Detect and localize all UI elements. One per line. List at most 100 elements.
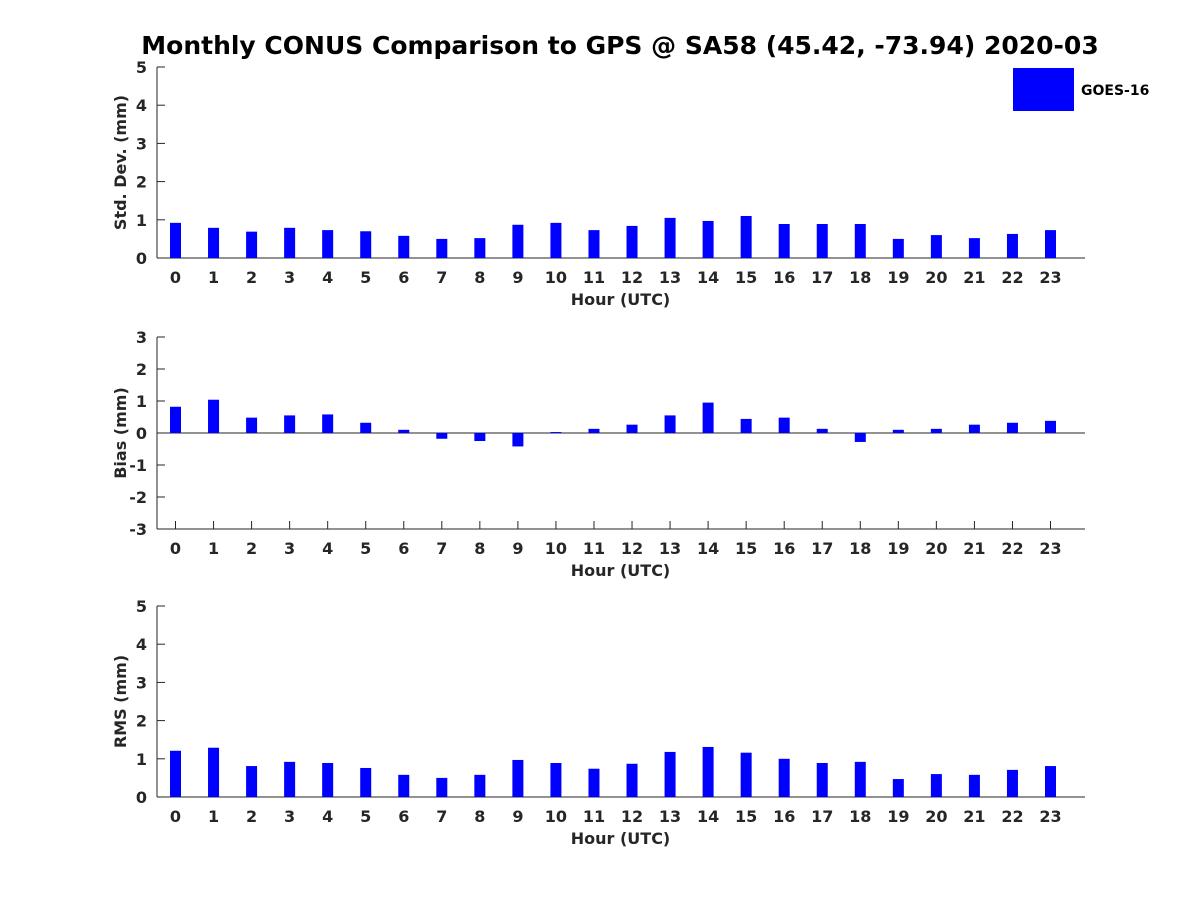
stddev-x-tick-label: 15 — [735, 268, 757, 287]
bias-x-tick-label: 22 — [1001, 539, 1023, 558]
rms-x-tick-label: 8 — [474, 807, 485, 826]
stddev-x-tick-label: 13 — [659, 268, 681, 287]
rms-x-tick-label: 22 — [1001, 807, 1023, 826]
rms-bar — [322, 763, 334, 797]
bias-x-tick-label: 15 — [735, 539, 757, 558]
rms-x-tick-label: 5 — [360, 807, 371, 826]
stddev-bar — [1045, 230, 1056, 258]
rms-x-tick-label: 19 — [887, 807, 909, 826]
bias-x-tick-label: 14 — [697, 539, 719, 558]
stddev-x-tick-label: 17 — [811, 268, 833, 287]
stddev-bar — [702, 220, 714, 258]
bias-bar — [550, 432, 562, 433]
stddev-bar — [740, 215, 752, 258]
stddev-bar — [246, 231, 258, 258]
legend: GOES-16 — [1013, 68, 1149, 111]
stddev-x-tick-label: 2 — [246, 268, 257, 287]
bias-x-tick-label: 4 — [322, 539, 333, 558]
bias-x-tick-label: 3 — [284, 539, 295, 558]
rms-x-tick-label: 17 — [811, 807, 833, 826]
bias-bar — [284, 415, 296, 433]
stddev-bar — [930, 235, 942, 258]
rms-x-tick-label: 12 — [621, 807, 643, 826]
legend-label: GOES-16 — [1081, 83, 1149, 99]
bias-x-tick-label: 10 — [545, 539, 567, 558]
bias-bar — [930, 428, 942, 433]
rms-x-tick-label: 10 — [545, 807, 567, 826]
bias-bar — [360, 422, 372, 433]
stddev-bar — [854, 224, 866, 258]
stddev-bar — [778, 224, 790, 258]
bias-x-tick-label: 23 — [1039, 539, 1061, 558]
stddev-y-tick-label: 1 — [136, 211, 147, 230]
stddev-x-tick-label: 5 — [360, 268, 371, 287]
rms-x-tick-label: 11 — [583, 807, 605, 826]
stddev-bar — [322, 230, 334, 258]
rms-x-tick-label: 1 — [208, 807, 219, 826]
bias-x-axis-label: Hour (UTC) — [571, 561, 671, 580]
stddev-x-tick-label: 12 — [621, 268, 643, 287]
bias-bar — [816, 428, 828, 433]
bias-bar — [702, 402, 714, 433]
stddev-bar — [398, 235, 410, 258]
rms-x-tick-label: 2 — [246, 807, 257, 826]
rms-x-tick-label: 13 — [659, 807, 681, 826]
bias-bar — [474, 433, 486, 441]
stddev-bar — [208, 227, 220, 258]
rms-bar — [626, 763, 638, 797]
rms-y-tick-label: 1 — [136, 750, 147, 769]
bias-bar — [512, 433, 524, 447]
stddev-x-tick-label: 19 — [887, 268, 909, 287]
rms-bar — [740, 752, 752, 797]
rms-bar — [1045, 766, 1056, 797]
rms-bar — [550, 763, 562, 797]
bias-bar — [892, 429, 904, 433]
bias-x-tick-label: 1 — [208, 539, 219, 558]
stddev-x-tick-label: 8 — [474, 268, 485, 287]
stddev-bar — [512, 224, 524, 258]
rms-x-tick-label: 18 — [849, 807, 871, 826]
bias-x-tick-label: 8 — [474, 539, 485, 558]
bias-bar — [778, 417, 790, 433]
stddev-y-tick-label: 3 — [136, 134, 147, 153]
bias-y-axis-label: Bias (mm) — [111, 387, 130, 479]
bias-bar — [740, 418, 752, 433]
bias-x-tick-label: 0 — [170, 539, 181, 558]
rms-bar — [778, 758, 790, 797]
rms-x-tick-label: 15 — [735, 807, 757, 826]
bias-bar — [626, 424, 638, 433]
bias-x-tick-label: 19 — [887, 539, 909, 558]
rms-bar — [1006, 769, 1018, 797]
rms-bar — [588, 768, 600, 797]
rms-x-tick-label: 6 — [398, 807, 409, 826]
stddev-x-tick-label: 6 — [398, 268, 409, 287]
stddev-bar — [588, 230, 600, 258]
stddev-bar — [816, 224, 828, 258]
bias-x-tick-label: 5 — [360, 539, 371, 558]
bias-x-tick-label: 18 — [849, 539, 871, 558]
stddev-y-tick-label: 5 — [136, 58, 147, 77]
rms-bar — [664, 751, 676, 797]
stddev-x-tick-label: 11 — [583, 268, 605, 287]
stddev-y-tick-label: 0 — [136, 249, 147, 268]
stddev-x-tick-label: 14 — [697, 268, 719, 287]
bias-x-tick-label: 6 — [398, 539, 409, 558]
rms-y-tick-label: 3 — [136, 673, 147, 692]
rms-x-tick-label: 23 — [1039, 807, 1061, 826]
bias-x-tick-label: 9 — [512, 539, 523, 558]
stddev-x-tick-label: 3 — [284, 268, 295, 287]
rms-bar — [930, 774, 942, 797]
bias-bar — [436, 433, 448, 439]
bias-bar — [208, 399, 220, 433]
stddev-bar — [968, 238, 980, 258]
stddev-bar — [474, 238, 486, 258]
bias-y-tick-label: 2 — [136, 360, 147, 379]
stddev-x-tick-label: 4 — [322, 268, 333, 287]
stddev-bar — [1006, 233, 1018, 258]
bias-bar — [246, 417, 258, 433]
rms-x-tick-label: 3 — [284, 807, 295, 826]
rms-x-tick-label: 20 — [925, 807, 947, 826]
